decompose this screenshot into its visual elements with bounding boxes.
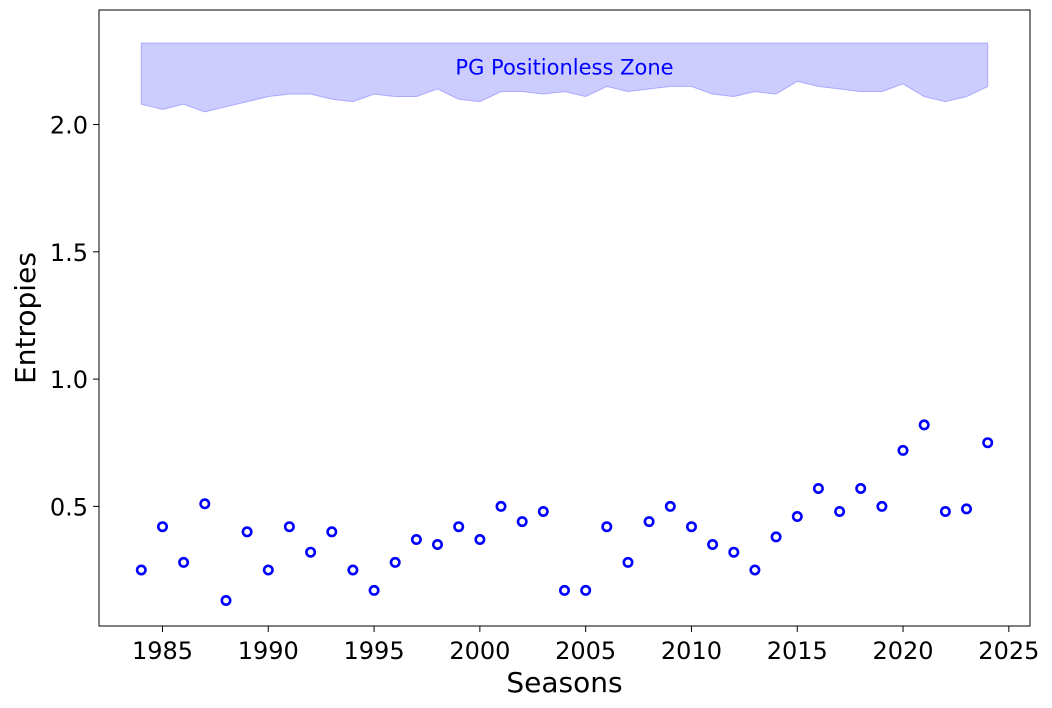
data-point	[558, 584, 570, 596]
data-point	[749, 564, 761, 576]
data-point	[474, 533, 486, 545]
data-point	[855, 482, 867, 494]
x-tick-label: 2025	[978, 637, 1039, 665]
data-point	[643, 516, 655, 528]
data-point	[622, 556, 634, 568]
band-label: PG Positionless Zone	[455, 56, 673, 80]
y-tick-label: 2.0	[50, 112, 88, 140]
data-point	[389, 556, 401, 568]
positionless-zone-band	[140, 42, 989, 113]
y-tick-label: 1.5	[50, 239, 88, 267]
x-axis-ticks: 1985 1990 1995 2000 2005 2010 2015 2020 2025	[132, 626, 1039, 665]
data-point	[241, 526, 253, 538]
data-point	[347, 564, 359, 576]
data-point	[368, 584, 380, 596]
x-tick-label: 1995	[344, 637, 405, 665]
x-axis-label: Seasons	[506, 666, 622, 699]
positionless-zone-band-layer	[140, 42, 989, 113]
x-tick-label: 2010	[661, 637, 722, 665]
data-point	[834, 505, 846, 517]
data-point	[939, 505, 951, 517]
x-tick-label: 1985	[132, 637, 193, 665]
y-tick-label: 1.0	[50, 366, 88, 394]
data-point	[283, 521, 295, 533]
data-point	[791, 510, 803, 522]
plot-area-frame	[98, 9, 1031, 627]
data-point	[770, 531, 782, 543]
data-point	[178, 556, 190, 568]
data-point	[960, 503, 972, 515]
y-tick-label: 0.5	[50, 493, 88, 521]
x-tick-label: 2020	[873, 637, 934, 665]
data-point	[262, 564, 274, 576]
data-point	[157, 521, 169, 533]
x-tick-label: 1990	[238, 637, 299, 665]
data-point	[707, 538, 719, 550]
data-point	[728, 546, 740, 558]
data-point	[876, 500, 888, 512]
x-tick-label: 2015	[767, 637, 828, 665]
x-tick-label: 2005	[555, 637, 616, 665]
data-point	[305, 546, 317, 558]
y-axis-ticks: 0.5 1.0 1.5 2.0	[50, 112, 99, 521]
data-point	[601, 521, 613, 533]
data-point	[812, 482, 824, 494]
data-point	[431, 538, 443, 550]
data-point	[685, 521, 697, 533]
data-point	[897, 444, 909, 456]
data-point	[537, 505, 549, 517]
data-point	[664, 500, 676, 512]
data-point	[580, 584, 592, 596]
data-point	[220, 594, 232, 606]
data-point	[199, 498, 211, 510]
data-point	[918, 419, 930, 431]
x-tick-label: 2000	[449, 637, 510, 665]
points-layer	[135, 419, 994, 606]
data-point	[410, 533, 422, 545]
data-point	[982, 437, 994, 449]
data-point	[326, 526, 338, 538]
data-point	[516, 516, 528, 528]
data-point	[495, 500, 507, 512]
data-point	[453, 521, 465, 533]
y-axis-label: Entropies	[9, 252, 42, 384]
data-point	[135, 564, 147, 576]
